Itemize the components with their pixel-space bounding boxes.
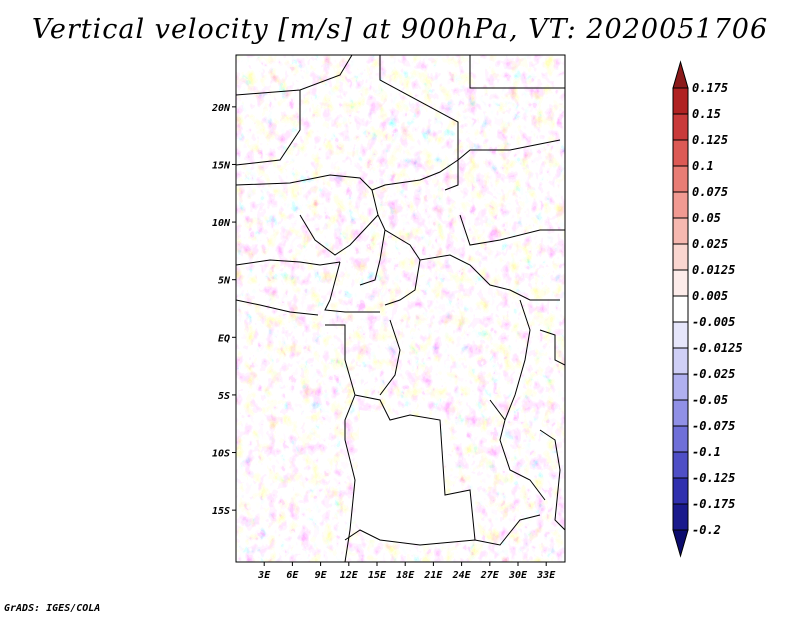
colorbar-swatch <box>672 425 689 453</box>
colorbar-swatch <box>672 321 689 349</box>
colorbar-label: -0.1 <box>692 445 721 459</box>
colorbar-label: 0.125 <box>692 133 728 147</box>
longitude-axis: 3E 6E 9E 12E 15E 18E 21E 24E 27E 30E 33E <box>257 562 556 581</box>
lon-label: 12E <box>340 570 359 581</box>
colorbar-swatch <box>672 451 689 479</box>
plot-frame <box>235 54 566 563</box>
colorbar-label: 0.175 <box>692 81 728 95</box>
colorbar-label: 0.005 <box>692 289 728 303</box>
velocity-field <box>236 55 565 562</box>
colorbar-label: 0.025 <box>692 237 728 251</box>
lon-label: 33E <box>536 570 556 581</box>
colorbar-swatch <box>672 295 689 323</box>
colorbar-label: -0.075 <box>692 419 735 433</box>
colorbar-label: -0.0125 <box>692 341 743 355</box>
colorbar-swatch <box>672 477 689 505</box>
colorbar-label: -0.025 <box>692 367 735 381</box>
colorbar-swatch <box>672 399 689 427</box>
colorbar-swatch <box>672 87 689 115</box>
lon-label: 24E <box>452 570 472 581</box>
lon-label: 18E <box>396 570 415 581</box>
colorbar-swatch <box>672 165 689 193</box>
colorbar-swatch <box>672 191 689 219</box>
lat-label: 15N <box>212 160 231 171</box>
colorbar-swatch <box>672 373 689 401</box>
lon-label: 27E <box>480 570 500 581</box>
colorbar-label: -0.2 <box>692 523 721 537</box>
lon-label: 6E <box>286 570 299 581</box>
map-title: Vertical velocity [m/s] at 900hPa, VT: 2… <box>31 14 769 45</box>
latitude-axis: 20N 15N 10N 5N EQ 5S 10S 15S <box>211 103 236 517</box>
colorbar-label: -0.125 <box>692 471 735 485</box>
grads-credit: GrADS: IGES/COLA <box>4 603 101 614</box>
colorbar-swatch <box>672 217 689 245</box>
lon-label: 9E <box>315 570 328 581</box>
colorbar-top-arrow <box>672 60 689 89</box>
colorbar-swatches <box>672 60 689 558</box>
lon-label: 21E <box>423 570 443 581</box>
colorbar-label: 0.15 <box>692 107 721 121</box>
colorbar-label: -0.175 <box>692 497 735 511</box>
colorbar-labels: 0.175 0.15 0.125 0.1 0.075 0.05 0.025 0.0125 0.0… <box>692 81 743 537</box>
colorbar-label: -0.05 <box>692 393 728 407</box>
country-borders <box>236 55 565 562</box>
lat-label: 10N <box>212 218 231 229</box>
lat-label: 5S <box>218 391 230 402</box>
colorbar-label: 0.1 <box>692 159 714 173</box>
colorbar-swatch <box>672 243 689 271</box>
lon-label: 30E <box>508 570 528 581</box>
colorbar-label: 0.05 <box>692 211 721 225</box>
lat-label: 5N <box>218 276 231 287</box>
colorbar-swatch <box>672 139 689 167</box>
lat-label: EQ <box>218 333 230 344</box>
lat-label: 15S <box>212 506 230 517</box>
colorbar-swatch <box>672 269 689 297</box>
lat-label: 10S <box>212 449 230 460</box>
colorbar-bottom-arrow <box>672 529 689 558</box>
lon-label: 3E <box>257 570 271 581</box>
colorbar-label: 0.075 <box>692 185 728 199</box>
lon-label: 15E <box>368 570 387 581</box>
colorbar-label: -0.005 <box>692 315 735 329</box>
colorbar-swatch <box>672 347 689 375</box>
lat-label: 20N <box>211 103 231 114</box>
colorbar-swatch <box>672 503 689 531</box>
colorbar-swatch <box>672 113 689 141</box>
colorbar-label: 0.0125 <box>692 263 735 277</box>
